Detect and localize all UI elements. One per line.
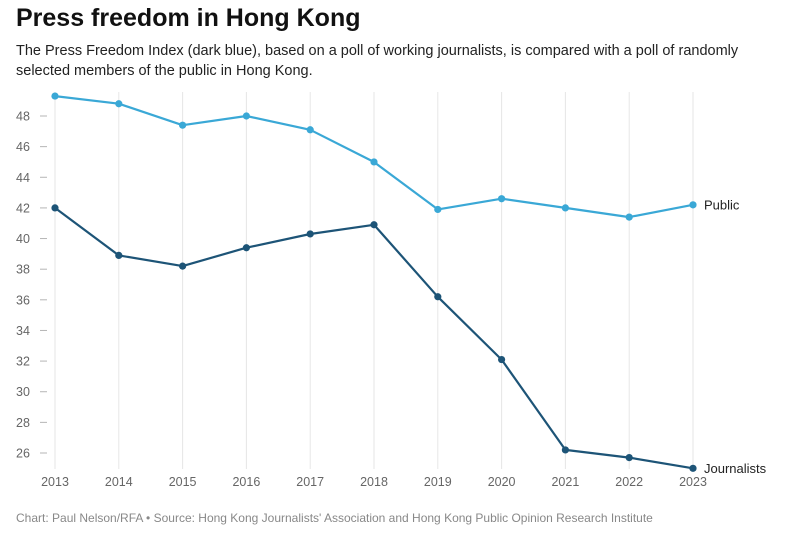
x-tick-label: 2023 bbox=[679, 475, 707, 489]
data-point-public bbox=[242, 112, 250, 120]
data-point-journalists bbox=[625, 453, 633, 462]
x-tick-label: 2017 bbox=[296, 475, 324, 489]
series-label-public: Public bbox=[704, 197, 740, 212]
y-tick-label: 42 bbox=[16, 201, 30, 215]
data-point-public bbox=[625, 213, 633, 221]
data-point-public bbox=[689, 201, 697, 209]
data-point-journalists bbox=[242, 244, 250, 252]
x-tick-label: 2021 bbox=[551, 475, 579, 489]
data-point-public bbox=[306, 126, 314, 134]
y-tick-label: 44 bbox=[16, 171, 30, 185]
y-tick-label: 46 bbox=[16, 140, 30, 154]
y-tick-label: 32 bbox=[16, 355, 30, 369]
data-point-public bbox=[370, 158, 378, 166]
data-point-public bbox=[561, 204, 570, 212]
data-point-journalists bbox=[51, 204, 59, 212]
data-point-public bbox=[179, 121, 187, 129]
data-point-public bbox=[115, 100, 123, 108]
x-tick-label: 2013 bbox=[41, 475, 69, 489]
x-tick-label: 2018 bbox=[360, 475, 388, 489]
data-point-public bbox=[434, 205, 442, 214]
chart-subtitle: The Press Freedom Index (dark blue), bas… bbox=[16, 43, 739, 79]
data-point-journalists bbox=[689, 464, 697, 472]
data-point-public bbox=[498, 195, 506, 203]
y-tick-label: 26 bbox=[16, 447, 30, 461]
data-point-journalists bbox=[434, 293, 442, 301]
x-tick-label: 2014 bbox=[105, 475, 133, 489]
x-tick-label: 2020 bbox=[488, 475, 516, 489]
data-point-journalists bbox=[179, 262, 187, 270]
data-point-journalists bbox=[306, 230, 314, 238]
y-tick-label: 30 bbox=[16, 385, 30, 399]
y-tick-label: 34 bbox=[16, 324, 30, 338]
data-point-journalists bbox=[115, 251, 123, 259]
chart-source: Chart: Paul Nelson/RFA • Source: Hong Ko… bbox=[16, 511, 653, 525]
series-label-journalists: Journalists bbox=[704, 461, 767, 476]
x-tick-label: 2019 bbox=[424, 475, 452, 489]
chart-title: Press freedom in Hong Kong bbox=[16, 4, 361, 32]
y-tick-label: 28 bbox=[16, 416, 30, 430]
y-tick-label: 40 bbox=[16, 232, 30, 246]
data-point-journalists bbox=[561, 446, 570, 454]
x-tick-label: 2016 bbox=[232, 475, 260, 489]
data-point-journalists bbox=[370, 221, 378, 229]
series-lines: Public Journalists bbox=[51, 92, 767, 476]
data-point-public bbox=[51, 92, 59, 100]
axes: 2013 2014 2015 2016 2017 2018 2019 2020 2021 2022… bbox=[16, 110, 707, 490]
y-tick-label: 38 bbox=[16, 263, 30, 277]
y-tick-label: 48 bbox=[16, 110, 30, 124]
data-point-journalists bbox=[498, 355, 506, 364]
gridlines bbox=[54, 92, 694, 469]
x-tick-label: 2022 bbox=[615, 475, 643, 489]
x-tick-label: 2015 bbox=[169, 475, 197, 489]
y-tick-label: 36 bbox=[16, 293, 30, 307]
